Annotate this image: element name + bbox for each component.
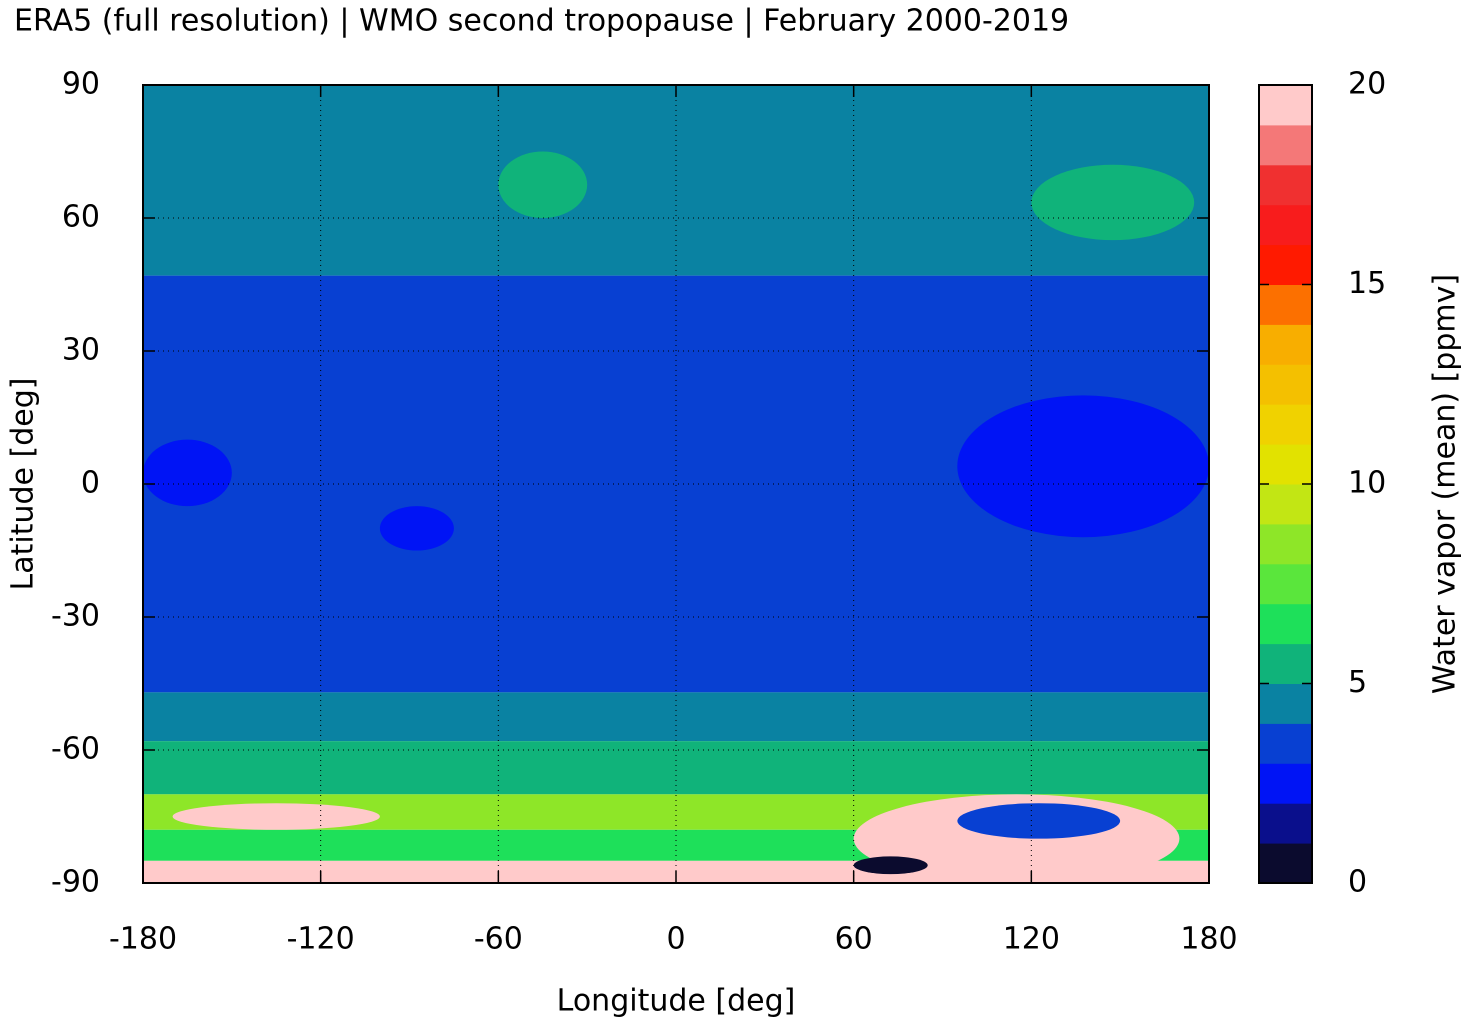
colorbar-swatch (1259, 124, 1312, 166)
colorbar-swatch (1259, 484, 1312, 525)
colorbar-swatch (1259, 723, 1312, 764)
region (853, 856, 928, 875)
colorbar-swatch (1259, 603, 1312, 645)
region (143, 439, 232, 507)
y-tick-label: 60 (62, 200, 100, 235)
colorbar-label: Water vapor (mean) [ppmv] (1428, 274, 1463, 694)
colorbar-swatch (1259, 284, 1312, 325)
colorbar-swatch (1259, 763, 1312, 804)
field (143, 85, 1209, 884)
colorbar-swatch (1259, 364, 1312, 405)
zonal-band (143, 741, 1209, 795)
colorbar-tick-label: 10 (1348, 466, 1386, 501)
region (1031, 164, 1195, 241)
x-tick-label: 120 (1003, 922, 1060, 957)
y-tick-label: -90 (51, 865, 100, 900)
region (379, 506, 454, 551)
colorbar-tick-label: 15 (1348, 266, 1386, 301)
y-tick-label: -30 (51, 599, 100, 634)
x-tick-label: 180 (1180, 922, 1237, 957)
region (957, 803, 1121, 839)
colorbar-tick-label: 20 (1348, 67, 1386, 102)
colorbar-swatch (1259, 204, 1312, 246)
y-tick-label: 30 (62, 333, 100, 368)
region (957, 395, 1209, 538)
y-tick-label: 90 (62, 67, 100, 102)
colorbar-swatch (1259, 563, 1312, 605)
overlay: -180 -120 -60 0 60 120 180 -90 -60 -30 0 30 60 90 0 5 10… (51, 67, 1386, 957)
region (172, 803, 380, 830)
colorbar-swatch (1259, 324, 1312, 365)
plot-frame (142, 84, 1210, 884)
x-axis-label: Longitude [deg] (557, 984, 796, 1019)
colorbar-swatch (1259, 404, 1312, 445)
colorbar-swatch (1259, 523, 1312, 565)
colorbar-tick-label: 0 (1348, 865, 1367, 900)
colorbar-swatch (1259, 683, 1312, 724)
x-tick-label: -180 (109, 922, 177, 957)
colorbar-tick-label: 5 (1348, 665, 1367, 700)
colorbar-swatch (1259, 843, 1312, 884)
x-tick-label: 60 (835, 922, 873, 957)
y-axis-label: Latitude [deg] (6, 378, 41, 591)
region (498, 151, 588, 218)
zonal-band (143, 692, 1209, 742)
colorbar-swatch (1259, 244, 1312, 285)
colorbar-swatch (1259, 85, 1312, 126)
y-tick-label: -60 (51, 732, 100, 767)
y-tick-label: 0 (81, 466, 100, 501)
chart-title: ERA5 (full resolution) | WMO second trop… (14, 4, 1069, 39)
colorbar-swatch (1259, 643, 1312, 684)
x-tick-label: -120 (287, 922, 355, 957)
colorbar-swatch (1259, 444, 1312, 485)
colorbar-swatch (1259, 803, 1312, 844)
x-tick-label: 0 (666, 922, 685, 957)
colorbar-frame (1258, 84, 1313, 884)
colorbar-swatch (1259, 164, 1312, 206)
x-tick-label: -60 (474, 922, 523, 957)
